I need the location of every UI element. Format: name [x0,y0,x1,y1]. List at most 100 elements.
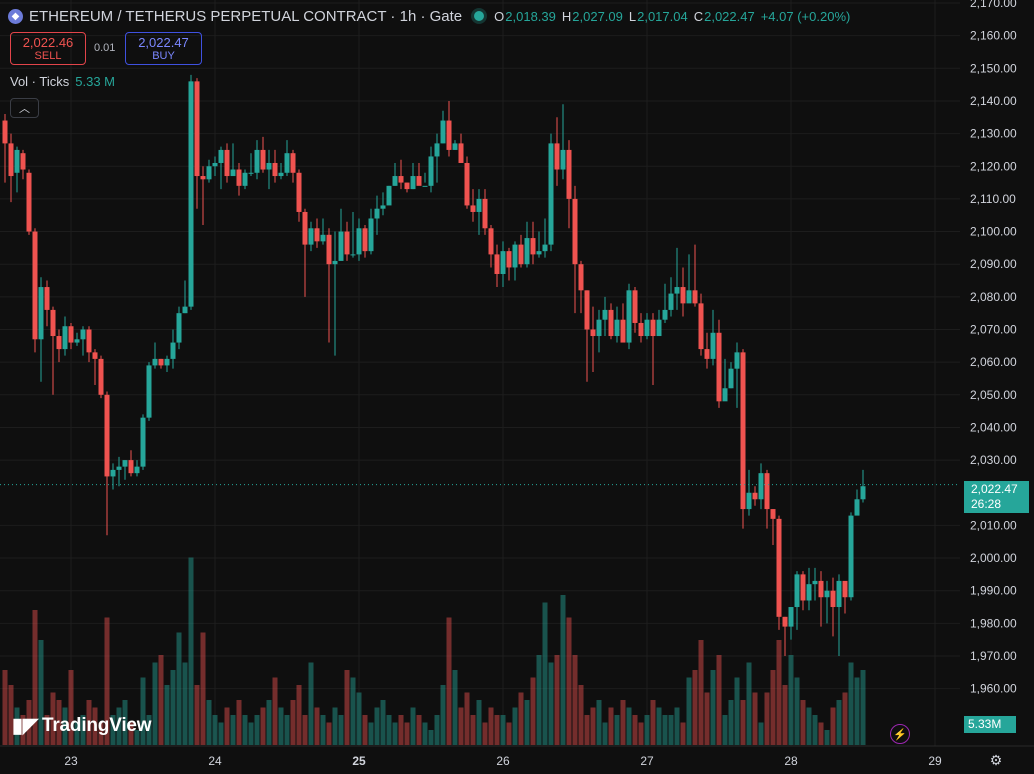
volume-bar [302,715,308,745]
sell-button[interactable]: 2,022.46 SELL [10,32,86,65]
candle-body [170,342,176,359]
candle-body [206,166,212,180]
candle-body [104,394,110,477]
volume-bar [206,700,212,745]
volume-bar [62,707,68,745]
volume-bar [794,677,800,745]
sell-label: SELL [34,49,62,62]
candle-body [746,492,752,510]
candle-body [860,486,866,500]
volume-bar [176,632,182,745]
gear-icon[interactable]: ⚙ [989,751,1003,768]
candle-body [734,352,740,369]
candle-body [830,590,836,608]
candle-body [470,205,476,212]
volume-bar [578,685,584,745]
candle-body [752,492,758,500]
volume-bar [248,722,254,745]
volume-legend-value: 5.33 M [75,74,115,89]
volume-bar [194,685,200,745]
volume-bar [770,670,776,745]
candle-body [314,228,320,242]
volume-bar [308,662,314,745]
volume-bar [668,715,674,745]
volume-bar [164,685,170,745]
price-axis-label: 2,130.00 [970,127,1017,141]
volume-bar [32,610,38,745]
volume-bar [224,707,230,745]
volume-bar [530,677,536,745]
volume-bar [680,722,686,745]
time-axis-label: 28 [784,754,798,768]
candle-body [836,580,842,608]
candle-body [194,81,200,177]
candle-body [302,211,308,245]
time-axis-label: 25 [352,754,366,768]
tradingview-logo[interactable]: ▮◤ TradingView [12,713,152,738]
volume-bar [698,640,704,745]
candle-body [614,319,620,337]
candle-body [308,228,314,245]
candle-body [584,290,590,330]
candle-body [506,251,512,268]
collapse-legend-button[interactable]: ︿ [10,98,39,118]
volume-bar [86,700,92,745]
volume-bar [752,692,758,745]
volume-bar [860,670,866,745]
candle-body [80,329,86,340]
candle-body [44,287,50,310]
volume-bar [56,700,62,745]
volume-legend[interactable]: Vol · Ticks 5.33 M [10,74,115,89]
candle-body [680,287,686,304]
candle-body [668,293,674,310]
candle-body [704,349,710,359]
candle-body [338,231,344,261]
candle-body [716,332,722,402]
candle-body [320,234,326,242]
volume-bar [482,722,488,745]
volume-bar [464,692,470,745]
candle-body [392,176,398,186]
candle-body [380,205,386,209]
candle-body [410,176,416,190]
candle-body [242,172,248,186]
volume-bar [398,715,404,745]
last-price-value: 2,022.47 [971,482,1018,496]
volume-bar [764,692,770,745]
candle-body [50,309,56,337]
price-axis-label: 1,990.00 [970,584,1017,598]
candle-body [296,172,302,212]
candle-body [230,169,236,177]
volume-bar [848,662,854,745]
ethereum-icon: ◆ [8,8,23,24]
candle-body [92,352,98,359]
candle-body [182,306,188,314]
volume-bar [410,707,416,745]
candle-body [38,287,44,340]
lightning-icon[interactable]: ⚡ [890,724,910,744]
symbol-title[interactable]: ETHEREUM / TETHERUS PERPETUAL CONTRACT ·… [29,7,463,25]
volume-bar [140,677,146,745]
volume-bar [242,715,248,745]
candle-body [56,336,62,350]
candle-body [446,120,452,150]
volume-bar [500,715,506,745]
volume-bar [596,700,602,745]
price-axis-label: 2,120.00 [970,159,1017,173]
volume-bar [614,715,620,745]
candle-body [272,162,278,177]
volume-bar [776,640,782,745]
volume-bar [644,715,650,745]
candle-body [536,251,542,255]
candle-body [632,290,638,323]
candle-body [482,198,488,229]
price-axis-label: 2,080.00 [970,290,1017,304]
volume-bar [230,715,236,745]
candle-body [458,143,464,163]
candle-body [512,244,518,268]
candle-body [356,228,362,255]
buy-button[interactable]: 2,022.47 BUY [125,32,202,65]
volume-bar [542,602,548,745]
candle-body [2,120,8,144]
